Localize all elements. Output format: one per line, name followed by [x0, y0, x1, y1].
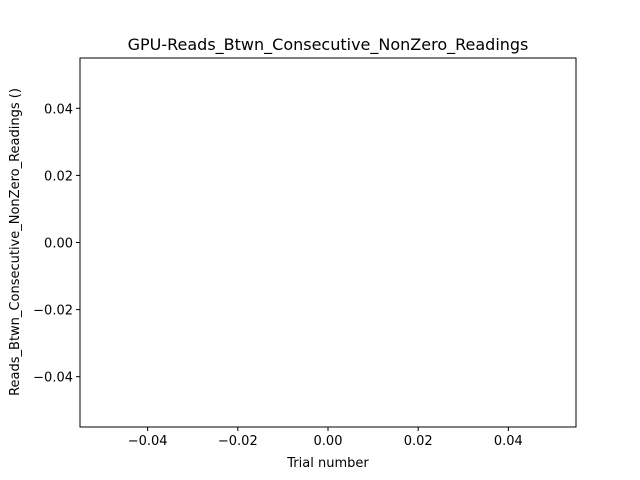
y-tick-label: 0.04	[44, 102, 73, 117]
plot-frame	[79, 57, 577, 428]
y-tick-label: −0.04	[33, 371, 73, 386]
y-tick-label: 0.02	[44, 169, 73, 184]
x-tick-label: −0.04	[128, 434, 168, 449]
x-axis-label: Trial number	[286, 456, 369, 471]
plot-area	[80, 58, 576, 427]
y-axis-ticks: −0.04 −0.02 0.00 0.02 0.04	[33, 102, 80, 386]
x-tick-label: 0.04	[494, 434, 523, 449]
x-tick-label: 0.00	[314, 434, 343, 449]
y-axis-label: Reads_Btwn_Consecutive_NonZero_Readings …	[8, 88, 23, 396]
y-tick-label: 0.00	[44, 237, 73, 252]
y-tick-label: −0.02	[33, 304, 73, 319]
x-axis-ticks: −0.04 −0.02 0.00 0.02 0.04	[128, 427, 523, 449]
chart-title: GPU-Reads_Btwn_Consecutive_NonZero_Readi…	[128, 35, 529, 55]
x-tick-label: 0.02	[404, 434, 433, 449]
x-tick-label: −0.02	[218, 434, 258, 449]
